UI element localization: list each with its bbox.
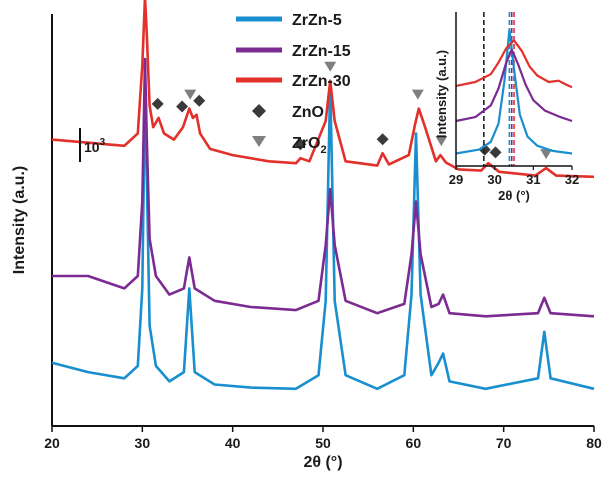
x-tick-label-50: 50	[315, 435, 331, 451]
zro2-marker	[411, 89, 424, 100]
zno-marker	[294, 138, 307, 151]
main-axes: 20 30 40 50 60 70 80	[44, 14, 602, 451]
x-tick-label-30: 30	[135, 435, 151, 451]
scale-bar-label: 103	[84, 137, 106, 155]
legend-label-zrzn-30: ZrZn-30	[292, 73, 351, 90]
inset-x-axis-title: 2θ (°)	[498, 188, 530, 203]
x-tick-label-20: 20	[44, 435, 60, 451]
zno-marker	[176, 100, 189, 113]
series-zrzn-15	[52, 57, 595, 318]
legend: ZrZn-5 ZrZn-15 ZrZn-30 ZnO ZrO2	[236, 12, 351, 156]
zro2-marker	[184, 89, 197, 100]
legend-item-zrzn-30: ZrZn-30	[236, 73, 351, 90]
intensity-scale-bar: 103	[79, 128, 106, 162]
inset-plot: 29 30 31 32 2θ (°) Intensity (a.u.)	[434, 12, 579, 203]
zro2-marker	[540, 149, 553, 160]
inset-x-tick-label-30: 30	[487, 172, 501, 187]
zno-marker	[193, 94, 206, 107]
series-zrzn-30	[51, 0, 595, 179]
legend-item-zrzn-5: ZrZn-5	[236, 12, 342, 29]
x-tick-label-60: 60	[406, 435, 422, 451]
y-axis-title: Intensity (a.u.)	[11, 166, 28, 274]
inset-reference-lines	[483, 12, 515, 166]
zro2-marker	[324, 61, 337, 72]
inset-x-tick-label-29: 29	[449, 172, 463, 187]
legend-label-zrzn-5: ZrZn-5	[292, 12, 342, 29]
x-axis-title: 2θ (°)	[303, 454, 342, 471]
legend-item-zro2: ZrO2	[252, 135, 327, 156]
x-tick-label-80: 80	[586, 435, 602, 451]
main-series	[51, 0, 595, 391]
legend-diamond-marker	[252, 104, 266, 118]
inset-series-zrzn-15	[455, 48, 573, 123]
legend-label-zno: ZnO	[292, 104, 324, 121]
zno-marker	[376, 133, 389, 146]
x-axis-ticks: 20 30 40 50 60 70 80	[44, 426, 602, 451]
x-tick-label-70: 70	[496, 435, 512, 451]
legend-item-zrzn-15: ZrZn-15	[236, 43, 351, 60]
zno-marker	[151, 97, 164, 110]
legend-item-zno: ZnO	[252, 104, 324, 121]
inset-x-tick-label-31: 31	[526, 172, 540, 187]
legend-label-zro2: ZrO2	[292, 135, 327, 156]
inset-y-axis-title: Intensity (a.u.)	[434, 50, 449, 138]
zno-marker	[489, 146, 502, 159]
x-tick-label-40: 40	[225, 435, 241, 451]
inset-series-zrzn-30	[455, 39, 573, 89]
legend-triangle-marker	[252, 136, 266, 147]
legend-label-zrzn-15: ZrZn-15	[292, 43, 351, 60]
inset-series	[455, 28, 573, 155]
inset-x-tick-label-32: 32	[565, 172, 579, 187]
phase-markers	[151, 61, 553, 160]
zro2-marker	[435, 136, 448, 147]
inset-x-axis-ticks: 29 30 31 32	[449, 166, 579, 187]
